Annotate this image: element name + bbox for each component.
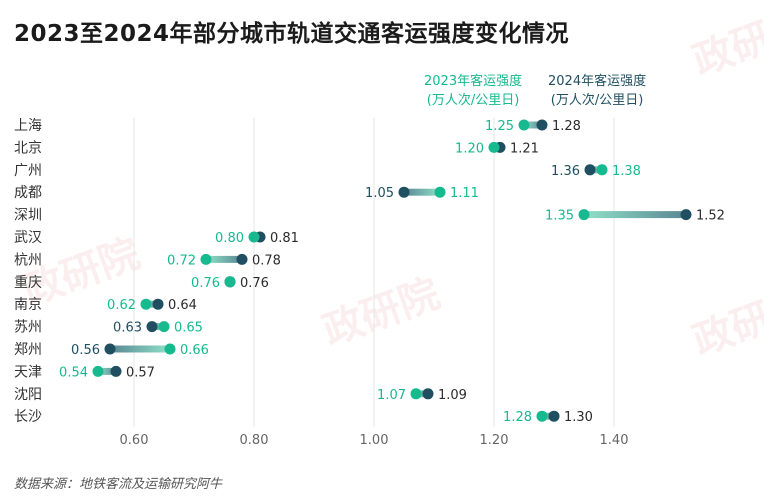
category-label: 杭州	[14, 252, 42, 268]
data-source: 数据来源：地铁客流及运输研究阿牛	[14, 477, 223, 492]
x-tick-label: 1.40	[600, 433, 629, 448]
category-label: 沈阳	[14, 387, 42, 403]
dot-2023	[248, 231, 260, 243]
category-label: 广州	[14, 163, 42, 179]
connector-bar	[146, 300, 158, 308]
data-label-left: 0.54	[59, 365, 88, 380]
category-label: 长沙	[14, 409, 42, 425]
dot-2024	[104, 343, 116, 355]
dot-2024	[680, 209, 692, 221]
chart-title: 2023至2024年部分城市轨道交通客运强度变化情况	[14, 21, 570, 47]
data-label-right: 0.66	[180, 343, 209, 358]
data-label-right: 0.65	[174, 321, 203, 336]
data-label-left: 1.35	[545, 209, 574, 224]
data-label-left: 0.76	[191, 276, 220, 291]
category-label: 天津	[14, 364, 42, 380]
dot-2023	[164, 343, 176, 355]
dot-2024	[110, 365, 122, 377]
data-label-left: 1.07	[377, 388, 406, 403]
data-label-left: 1.25	[485, 119, 514, 134]
connector-bar	[152, 323, 164, 331]
legend-2024-unit: (万人次/公里日)	[550, 93, 644, 108]
dot-2023	[536, 410, 548, 422]
category-label: 重庆	[14, 275, 42, 291]
category-label: 郑州	[14, 342, 42, 358]
connector-bar	[404, 188, 440, 196]
dot-2023	[488, 141, 500, 153]
category-label: 上海	[14, 118, 42, 134]
category-label: 南京	[14, 297, 42, 313]
category-label: 武汉	[14, 230, 42, 246]
data-label-right: 0.57	[126, 365, 155, 380]
data-label-left: 1.36	[551, 164, 580, 179]
data-label-right: 0.76	[240, 276, 269, 291]
connector-bar	[590, 166, 602, 174]
data-label-right: 1.28	[552, 119, 581, 134]
data-label-right: 1.30	[564, 410, 593, 425]
category-label: 苏州	[14, 320, 42, 336]
dot-2023	[92, 365, 104, 377]
dot-2024	[146, 321, 158, 333]
legend-2023: 2023年客运强度 (万人次/公里日)	[424, 72, 522, 110]
legend-2023-label: 2023年客运强度	[424, 74, 523, 89]
connector-bar	[206, 255, 242, 263]
dot-2024	[536, 119, 548, 131]
data-label-left: 1.28	[503, 410, 532, 425]
data-label-right: 0.78	[252, 253, 281, 268]
data-label-right: 1.11	[450, 186, 479, 201]
x-tick-label: 0.60	[120, 433, 149, 448]
data-label-right: 0.64	[168, 298, 197, 313]
data-label-left: 0.63	[113, 321, 142, 336]
data-label-right: 1.38	[612, 164, 641, 179]
dot-2024	[398, 186, 410, 198]
connector-bar	[98, 367, 116, 375]
data-label-left: 1.05	[365, 186, 394, 201]
data-label-left: 0.56	[71, 343, 100, 358]
data-label-left: 1.20	[455, 141, 484, 156]
connector-bar	[524, 121, 542, 129]
data-label-right: 1.09	[438, 388, 467, 403]
dot-2024	[422, 388, 434, 400]
data-label-left: 0.80	[215, 231, 244, 246]
connector-bar	[542, 412, 554, 420]
dot-2023	[434, 186, 446, 198]
data-label-right: 1.21	[510, 141, 539, 156]
connector-bar	[110, 345, 170, 353]
dot-2023	[200, 253, 212, 265]
dot-2023	[596, 164, 608, 176]
category-label: 成都	[14, 185, 42, 201]
connector-bar	[416, 390, 428, 398]
category-label: 北京	[14, 140, 42, 156]
connector-bar	[584, 211, 686, 219]
data-label-left: 0.62	[107, 298, 136, 313]
category-label: 深圳	[14, 208, 42, 224]
legend-2024: 2024年客运强度 (万人次/公里日)	[548, 72, 646, 110]
data-label-right: 1.52	[696, 209, 725, 224]
dot-2023	[518, 119, 530, 131]
dot-2024	[152, 298, 164, 310]
dot-2024	[548, 410, 560, 422]
dot-2023	[410, 388, 422, 400]
dot-2023	[224, 276, 236, 288]
legend-2023-unit: (万人次/公里日)	[426, 93, 520, 108]
dot-2024	[584, 164, 596, 176]
dot-2024	[236, 253, 248, 265]
x-tick-label: 1.00	[360, 433, 389, 448]
x-tick-label: 1.20	[480, 433, 509, 448]
legend-2024-label: 2024年客运强度	[548, 74, 647, 89]
data-label-left: 0.72	[167, 253, 196, 268]
x-tick-label: 0.80	[240, 433, 269, 448]
dot-2023	[158, 321, 170, 333]
data-label-right: 0.81	[270, 231, 299, 246]
dot-2023	[578, 209, 590, 221]
dot-2023	[140, 298, 152, 310]
